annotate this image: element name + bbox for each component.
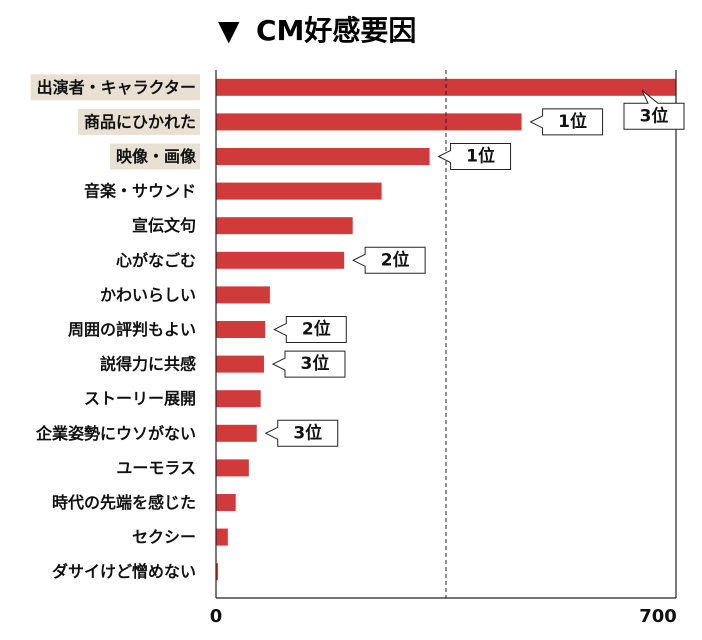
rank-callout-box <box>352 246 426 274</box>
bar <box>216 459 249 477</box>
bar <box>216 390 261 408</box>
rank-callout-box <box>271 350 346 378</box>
category-label: 映像・画像 <box>116 147 197 166</box>
rank-callout-label: 1位 <box>466 146 495 167</box>
category-label: ユーモラス <box>116 458 196 477</box>
bar <box>216 321 266 338</box>
category-label: 音楽・サウンド <box>84 182 196 201</box>
rank-callout-label: 2位 <box>302 319 331 340</box>
category-label-group: 出演者・キャラクター商品にひかれた映像・画像音楽・サウンド宣伝文句心がなごむかわ… <box>35 78 197 581</box>
title-marker-icon: ▼ <box>218 14 240 47</box>
highlight-group <box>30 74 200 170</box>
category-highlight <box>77 108 200 135</box>
chart-title: ▼ CM好感要因 <box>218 14 416 47</box>
rank-callout-label: 3位 <box>293 422 322 443</box>
bar <box>216 182 382 200</box>
rank-callout-label: 1位 <box>558 111 587 132</box>
rank-callout-label: 3位 <box>640 105 669 126</box>
category-highlight <box>109 143 200 170</box>
bar <box>216 528 228 546</box>
bar-group <box>216 78 676 581</box>
category-label: 商品にひかれた <box>84 112 196 131</box>
category-label: 周囲の評判もよい <box>68 320 196 339</box>
rank-callout-box <box>264 419 339 447</box>
rank-annotation-group: 3位 1位 1位 2位 2位 3位 3位 <box>264 89 685 447</box>
category-highlight <box>30 74 200 101</box>
chart-title-text: CM好感要因 <box>256 14 416 47</box>
x-tick-label: 700 <box>639 606 677 627</box>
bar <box>216 217 353 235</box>
category-label: 企業姿勢にウソがない <box>35 424 196 443</box>
bar <box>216 355 264 373</box>
rank-callout-label: 3位 <box>301 353 330 374</box>
rank-callout-label: 2位 <box>381 249 410 270</box>
category-label: 宣伝文句 <box>132 216 196 235</box>
rank-callout-box <box>623 89 685 130</box>
rank-callout-box <box>437 143 512 170</box>
category-label: セクシー <box>132 528 196 547</box>
category-label: かわいらしい <box>100 285 196 304</box>
bar <box>216 494 236 511</box>
bar <box>216 286 270 304</box>
category-label: ダサイけど憎めない <box>52 562 196 581</box>
bar <box>216 113 522 131</box>
bar <box>216 148 430 165</box>
category-label: ストーリー展開 <box>84 389 196 408</box>
category-label: 時代の先端を感じた <box>52 493 196 512</box>
rank-callout-box <box>529 108 604 136</box>
category-label: 出演者・キャラクター <box>37 78 196 97</box>
bar <box>216 251 345 269</box>
category-label: 心がなごむ <box>116 251 196 270</box>
bar <box>216 563 218 581</box>
bar <box>216 424 257 442</box>
rank-callout-box <box>273 316 347 343</box>
category-label: 説得力に共感 <box>100 355 196 374</box>
x-tick-label: 0 <box>210 606 223 627</box>
